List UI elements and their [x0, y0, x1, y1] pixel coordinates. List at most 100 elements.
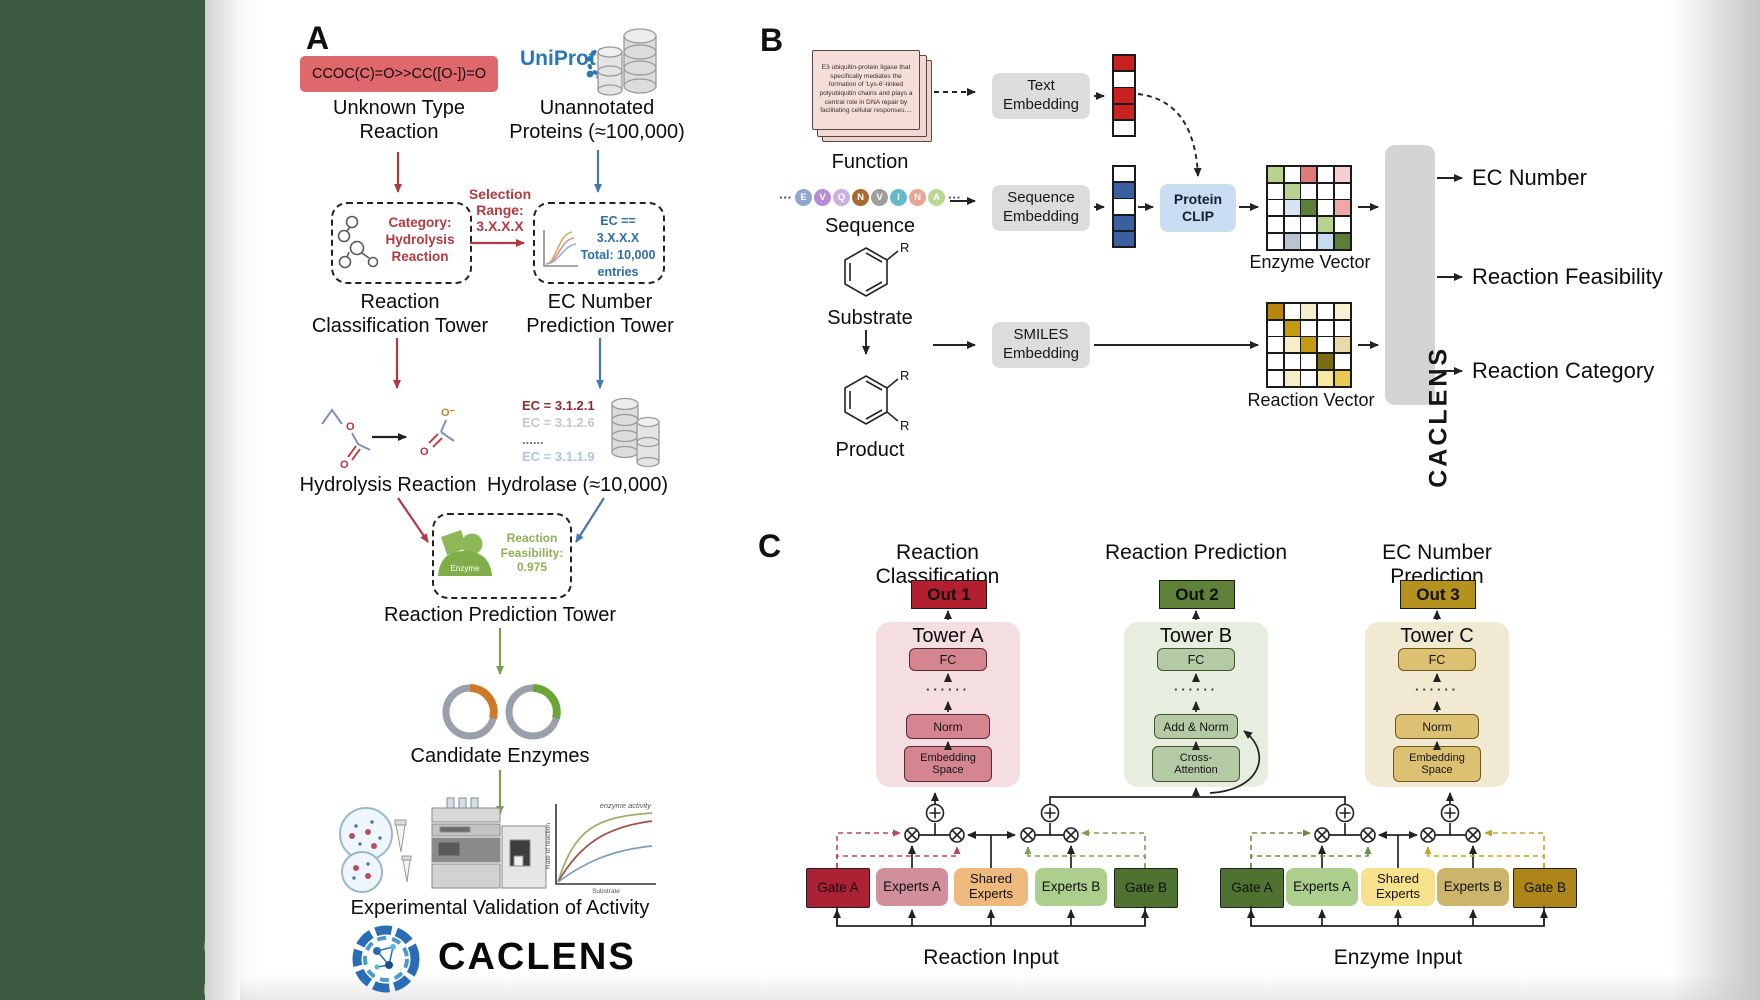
text-embedding-vector-cell [1113, 104, 1134, 120]
journal-banner: Advanced Science [0, 0, 273, 1000]
gate-b-reaction-path-2 [1024, 846, 1146, 868]
enzyme-experts-b-box: Experts B [1437, 868, 1509, 906]
candidate-plasmids-icon [442, 684, 561, 740]
ester-o-atom: O [346, 421, 355, 433]
gate-b-enzyme-path-2 [1424, 846, 1545, 868]
reaction-vector-cell [1334, 320, 1350, 336]
residue-V: V [871, 189, 888, 206]
product-caption: Product [835, 439, 905, 461]
caclens-model-bar: CACLENS [1385, 145, 1453, 488]
reaction-vector-cell [1284, 303, 1300, 319]
enzyme-vector-cell [1267, 217, 1283, 233]
reaction-gate-b-box: Gate B [1114, 868, 1178, 908]
residue-V: V [814, 189, 831, 206]
enzyme-vector-grid [1266, 165, 1352, 251]
out-1-box: Out 1 [911, 580, 987, 609]
caclens-wordmark: CACLENS [438, 936, 636, 978]
enzyme-vector-cell [1318, 217, 1334, 233]
sequence-embedding-vector-cell [1113, 199, 1134, 214]
multiply-node [1360, 827, 1376, 843]
gate-a-enzyme-path-2 [1250, 846, 1372, 868]
sum-node [1040, 803, 1060, 823]
reaction-vector-cell [1267, 320, 1283, 336]
enzyme-vector-cell [1267, 166, 1283, 182]
sum-node [925, 803, 945, 823]
tower-a-dots: ······ [926, 682, 970, 697]
enzyme-vector-cell [1301, 200, 1317, 216]
panel-b-arrows [862, 88, 1463, 375]
tower-c-embedding-space-box: Embedding Space [1393, 746, 1481, 782]
enzyme-experts-a-box: Experts A [1286, 868, 1358, 906]
ester-molecule-icon: O O [321, 408, 371, 471]
enzyme-vector-cell [1334, 217, 1350, 233]
reaction-prediction-tower-caption: Reaction Prediction Tower [384, 604, 616, 626]
multiply-node [949, 827, 965, 843]
enzyme-vector-cell [1318, 200, 1334, 216]
output-reaction-feasibility: Reaction Feasibility [1472, 264, 1663, 289]
panel-b-label: B [760, 22, 784, 58]
arrow-hydrolase-to-prediction [575, 497, 605, 543]
sequence-embedding-box: Sequence Embedding [992, 185, 1090, 231]
ester-carbonyl-o-atom: O [340, 459, 349, 471]
panel-c-label: C [758, 528, 782, 564]
multiply-node [1465, 827, 1481, 843]
enzyme-vector-cell [1301, 233, 1317, 249]
sum-node [1440, 803, 1460, 823]
sequence-caption: Sequence [824, 215, 916, 237]
gate-a-reaction-path-2 [836, 846, 961, 868]
multiply-node [1063, 827, 1079, 843]
enzyme-gate-b-box: Gate B [1513, 868, 1577, 908]
sequence-ellipsis-left: ··· [779, 190, 792, 205]
enzyme-vector-cell [1334, 183, 1350, 199]
reaction-vector-cell [1318, 320, 1334, 336]
enzyme-input-bus [1250, 906, 1545, 927]
ec-number-prediction-tower-caption: EC Number Prediction Tower [526, 291, 674, 338]
panel-a-label: A [306, 20, 330, 56]
function-caption: Function [831, 151, 909, 173]
enzyme-vector-cell [1284, 166, 1300, 182]
multiply-node [1420, 827, 1436, 843]
text-embedding-vector-cell [1113, 55, 1134, 71]
tower-a-norm-box: Norm [906, 714, 990, 739]
reaction-vector-cell [1334, 337, 1350, 353]
operator-nodes [904, 803, 1481, 843]
sum-node [1335, 803, 1355, 823]
enzyme-vector-cell [1318, 166, 1334, 182]
tower-a-title: Tower A [912, 625, 984, 647]
reaction-classification-tower-caption: Reaction Classification Tower [311, 291, 489, 338]
reaction-vector-cell [1267, 370, 1283, 386]
hydrolysis-reaction-caption: Hydrolysis Reaction [299, 474, 477, 496]
text-embedding-vector-cell [1113, 72, 1134, 87]
ec-number-item: EC = 3.1.2.6 [522, 415, 595, 430]
ec-number-tower-box [533, 202, 665, 284]
residue-I: I [890, 189, 907, 206]
reaction-vector-cell [1301, 303, 1317, 319]
tower-c-fc-box: FC [1398, 648, 1476, 671]
hydrolase-database-icon [611, 397, 660, 468]
text-embedding-vector-cell [1113, 120, 1134, 136]
protein-clip-box: Protein CLIP [1160, 184, 1236, 232]
arrow-hydrolysis-to-prediction [397, 497, 429, 543]
ec-number-item: EC = 3.1.1.9 [522, 449, 595, 464]
uniprot-logo-text: UniProt [520, 47, 596, 70]
unannotated-proteins-caption: Unannotated Proteins (≈100,000) [509, 97, 685, 144]
reaction-shared-experts-box: Shared Experts [954, 868, 1028, 906]
function-cards-stack: E3 ubiquitin-protein ligase that specifi… [812, 50, 932, 142]
enzyme-input-caption: Enzyme Input [1333, 946, 1463, 969]
substrate-r-label: R [900, 240, 909, 255]
substrate-molecule-icon: R [844, 240, 909, 297]
reaction-vector-grid [1266, 302, 1352, 388]
enzyme-vector-cell [1334, 233, 1350, 249]
reaction-vector-cell [1267, 354, 1283, 370]
page-edge-gradient-bottom [240, 974, 1760, 1000]
enzyme-vector-cell [1301, 217, 1317, 233]
reaction-vector-cell [1301, 320, 1317, 336]
ec-number-item: EC = 3.1.2.1 [522, 398, 595, 413]
smiles-embedding-box: SMILES Embedding [992, 322, 1090, 368]
reaction-vector-cell [1301, 370, 1317, 386]
reaction-prediction-tower-box [432, 513, 572, 599]
text-embedding-vector-cell [1113, 88, 1134, 103]
page-edge-gradient-left [205, 0, 265, 1000]
sequence-embedding-vector-cell [1113, 231, 1134, 247]
